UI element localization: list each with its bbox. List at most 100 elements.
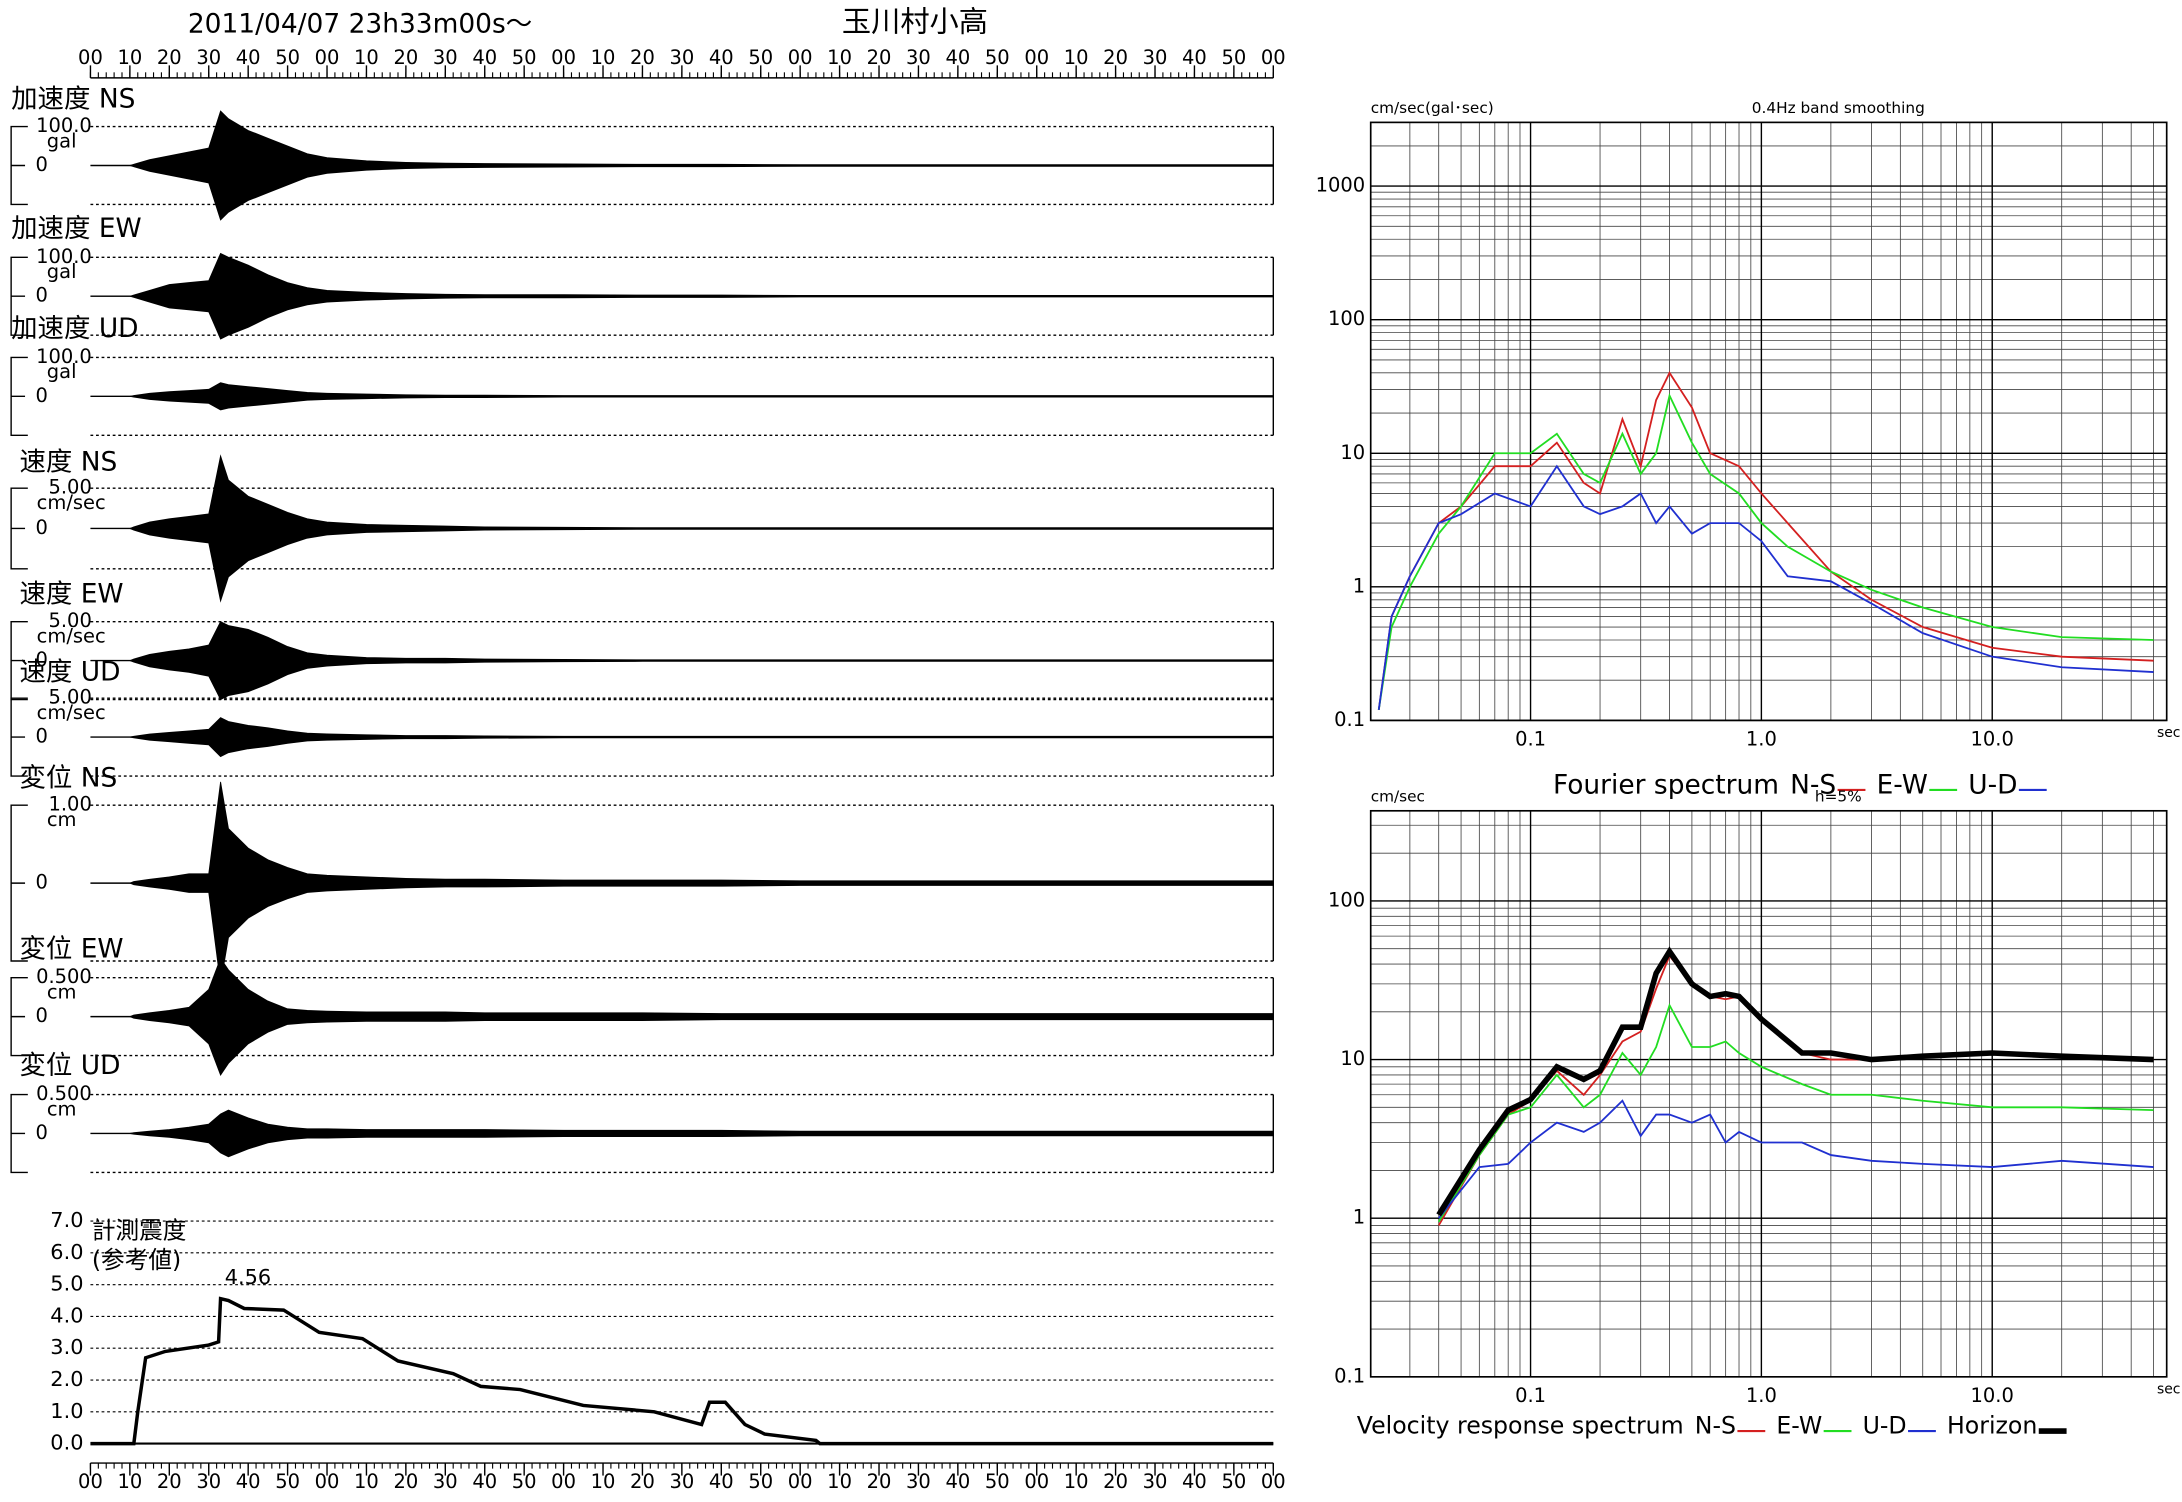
panel-bracket xyxy=(10,697,28,777)
datetime: 2011/04/07 23h33m00s〜 xyxy=(188,9,532,40)
y-tick-label: 0.1 xyxy=(1334,1364,1365,1387)
y-tick-label: 7.0 xyxy=(50,1208,83,1232)
panel-bracket xyxy=(10,487,28,570)
panel-title: 速度 NS xyxy=(19,447,117,478)
y-tick-label: 0.500 xyxy=(36,1082,92,1105)
x-tick-label: 50 xyxy=(275,1470,300,1493)
y-tick-label: 0 xyxy=(36,284,48,307)
panel-title: 変位 NS xyxy=(19,762,117,793)
legend-label: U-D xyxy=(1863,1411,1907,1439)
x-tick-label: 00 xyxy=(1024,1470,1049,1493)
panel-title: 加速度 NS xyxy=(11,84,135,115)
y-tick-label: 0 xyxy=(36,516,48,539)
x-tick-label: 40 xyxy=(236,46,261,69)
x-tick-label: 00 xyxy=(551,46,576,69)
y-tick-label: 0 xyxy=(36,648,48,671)
y-tick-label: 100.0 xyxy=(36,345,92,368)
x-tick-label: 30 xyxy=(906,46,931,69)
x-tick-label: 00 xyxy=(1024,46,1049,69)
x-tick-label: 10 xyxy=(117,1470,142,1493)
x-tick-label: 50 xyxy=(1221,46,1246,69)
spectrum-line xyxy=(1377,464,2154,710)
y-tick-label: 0.0 xyxy=(50,1431,83,1455)
x-tick-label: 00 xyxy=(78,46,103,69)
y-tick-label: 100.0 xyxy=(36,114,92,137)
y-tick-label: 0 xyxy=(36,1004,48,1027)
x-axis-label: sec xyxy=(2157,725,2180,741)
spectrum-line xyxy=(1377,392,2154,710)
spectrum-line xyxy=(1437,1002,2154,1223)
legend-label: N-S xyxy=(1695,1411,1736,1439)
panel-bracket xyxy=(10,620,28,701)
x-tick-label: 10 xyxy=(827,1470,852,1493)
station: 玉川村小高 xyxy=(842,5,988,39)
x-tick-label: 00 xyxy=(551,1470,576,1493)
x-tick-label: 20 xyxy=(157,1470,182,1493)
y-tick-label: 0 xyxy=(36,153,48,176)
x-tick-label: 40 xyxy=(709,1470,734,1493)
x-tick-label: 00 xyxy=(315,46,340,69)
y-tick-label: 5.00 xyxy=(48,476,91,499)
unit-label: cm/sec xyxy=(37,701,106,724)
y-tick-label: 0 xyxy=(36,384,48,407)
y-tick-label: 4.0 xyxy=(50,1303,83,1327)
plot-frame xyxy=(1369,121,2168,722)
panel-title: 変位 UD xyxy=(19,1050,120,1081)
x-tick-label: 00 xyxy=(315,1470,340,1493)
x-tick-label: 40 xyxy=(709,46,734,69)
waveform xyxy=(90,1109,1274,1158)
x-tick-label: 1.0 xyxy=(1746,727,1777,750)
x-tick-label: 50 xyxy=(512,46,537,69)
y-tick-label: 1000 xyxy=(1316,174,1366,197)
x-tick-label: 00 xyxy=(788,46,813,69)
legend-label: U-D xyxy=(1968,769,2017,800)
x-tick-label: 20 xyxy=(393,1470,418,1493)
x-tick-label: 0.1 xyxy=(1515,727,1546,750)
y-tick-label: 3.0 xyxy=(50,1335,83,1359)
chart-subtitle: 0.4Hz band smoothing xyxy=(1752,99,1925,117)
x-tick-label: 10 xyxy=(117,46,142,69)
y-tick-label: 0.1 xyxy=(1334,708,1365,731)
x-tick-label: 40 xyxy=(472,1470,497,1493)
unit-label: gal xyxy=(47,260,77,283)
waveform xyxy=(90,781,1274,985)
panel-bracket xyxy=(10,804,28,962)
x-tick-label: 20 xyxy=(1103,46,1128,69)
waveform xyxy=(90,621,1274,701)
y-tick-label: 10 xyxy=(1340,441,1365,464)
x-tick-label: 10 xyxy=(1064,1470,1089,1493)
waveform xyxy=(90,957,1274,1076)
x-tick-label: 1.0 xyxy=(1746,1384,1777,1407)
y-axis-label: cm/sec(gal･sec) xyxy=(1371,99,1494,117)
y-tick-label: 0 xyxy=(36,1121,48,1144)
x-tick-label: 20 xyxy=(630,1470,655,1493)
y-tick-label: 2.0 xyxy=(50,1367,83,1391)
intensity-line xyxy=(90,1296,1274,1446)
x-tick-label: 20 xyxy=(393,46,418,69)
unit-label: gal xyxy=(47,360,77,383)
y-tick-label: 5.00 xyxy=(48,686,91,709)
x-tick-label: 30 xyxy=(669,1470,694,1493)
x-tick-label: 10 xyxy=(1064,46,1089,69)
x-tick-label: 10 xyxy=(354,46,379,69)
x-tick-label: 30 xyxy=(906,1470,931,1493)
y-tick-label: 6.0 xyxy=(50,1240,83,1264)
x-axis-label: sec xyxy=(2157,1381,2180,1397)
waveform xyxy=(90,110,1274,221)
legend-label: Horizon xyxy=(1947,1411,2037,1439)
x-tick-label: 40 xyxy=(945,46,970,69)
x-tick-label: 30 xyxy=(196,1470,221,1493)
x-tick-label: 00 xyxy=(1261,1470,1286,1493)
y-tick-label: 1.00 xyxy=(48,793,91,816)
y-tick-label: 10 xyxy=(1340,1047,1365,1070)
x-tick-label: 50 xyxy=(748,1470,773,1493)
waveform xyxy=(90,717,1274,758)
unit-label: cm xyxy=(47,1097,77,1120)
panel-title: 速度 EW xyxy=(19,579,123,610)
x-tick-label: 40 xyxy=(945,1470,970,1493)
x-tick-label: 20 xyxy=(157,46,182,69)
y-axis-label: cm/sec xyxy=(1371,787,1425,805)
x-tick-label: 40 xyxy=(1182,46,1207,69)
unit-label: cm/sec xyxy=(37,624,106,647)
